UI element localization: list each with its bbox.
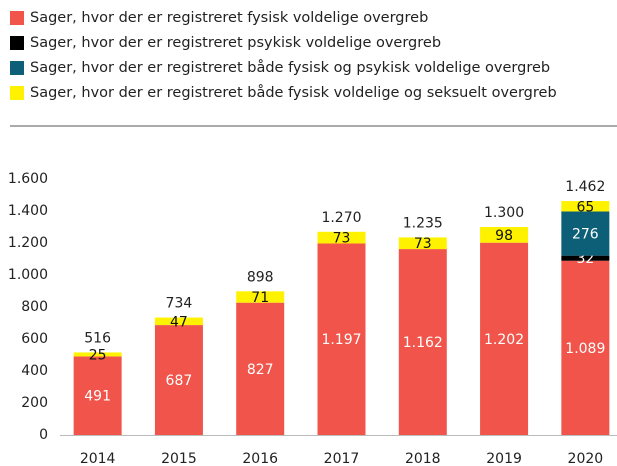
y-tick-label: 200 — [21, 395, 48, 411]
x-tick-label: 2016 — [242, 451, 278, 466]
x-tick-label: 2015 — [161, 451, 197, 466]
bar-segment — [480, 227, 529, 243]
y-tick-label: 1.000 — [8, 267, 48, 283]
y-tick-label: 1.200 — [8, 235, 48, 251]
value-label: 47 — [170, 314, 188, 330]
bar-segment — [236, 291, 285, 303]
legend-swatch — [10, 36, 24, 50]
y-tick-label: 0 — [39, 427, 48, 443]
bar-segment — [73, 356, 122, 435]
value-label: 1.202 — [484, 332, 524, 348]
bar-segment — [561, 201, 610, 212]
value-label: 1.197 — [321, 332, 361, 348]
legend-label: Sager, hvor der er registreret både fysi… — [30, 59, 550, 76]
legend-swatch — [10, 11, 24, 25]
x-tick-label: 2018 — [405, 451, 441, 466]
bar-segment — [561, 211, 610, 256]
legend-label: Sager, hvor der er registreret fysisk vo… — [30, 10, 428, 26]
bar-segment — [398, 237, 447, 250]
bar-segment — [73, 352, 122, 357]
legend-swatch — [10, 61, 24, 75]
value-label: 65 — [576, 199, 594, 215]
bar-segment — [561, 260, 610, 435]
legend-swatch — [10, 86, 24, 100]
y-tick-label: 800 — [21, 299, 48, 315]
bar-segment — [480, 242, 529, 435]
x-tick-label: 2017 — [324, 451, 360, 466]
value-label: 1.089 — [565, 341, 605, 357]
total-label: 1.235 — [403, 215, 443, 231]
total-label: 516 — [84, 330, 111, 346]
bar-segment — [154, 317, 203, 326]
total-label: 898 — [247, 269, 274, 285]
value-label: 1.162 — [403, 335, 443, 351]
y-tick-label: 1.400 — [8, 203, 48, 219]
value-label: 98 — [495, 228, 513, 244]
y-tick-label: 600 — [21, 331, 48, 347]
y-tick-label: 400 — [21, 363, 48, 379]
x-tick-label: 2020 — [568, 451, 604, 466]
value-label: 71 — [251, 290, 269, 306]
value-label: 491 — [84, 389, 111, 405]
bar-segment — [317, 231, 366, 244]
y-tick-label: 1.600 — [8, 171, 48, 187]
legend-label: Sager, hvor der er registreret psykisk v… — [30, 35, 441, 51]
legend-label: Sager, hvor der er registreret både fysi… — [30, 84, 557, 101]
value-label: 687 — [166, 373, 193, 389]
total-label: 1.462 — [565, 179, 605, 195]
total-label: 1.300 — [484, 205, 524, 221]
total-label: 1.270 — [321, 210, 361, 226]
value-label: 276 — [572, 227, 599, 243]
bar-segment — [317, 243, 366, 435]
value-label: 827 — [247, 362, 274, 378]
value-label: 73 — [414, 236, 432, 252]
x-tick-label: 2019 — [486, 451, 522, 466]
bar-segment — [398, 249, 447, 435]
x-tick-label: 2014 — [80, 451, 116, 466]
bar-segment — [561, 255, 610, 261]
value-label: 73 — [333, 231, 351, 247]
total-label: 734 — [166, 296, 193, 312]
value-label: 25 — [89, 347, 107, 363]
bar-segment — [236, 302, 285, 435]
bar-segment — [154, 325, 203, 435]
